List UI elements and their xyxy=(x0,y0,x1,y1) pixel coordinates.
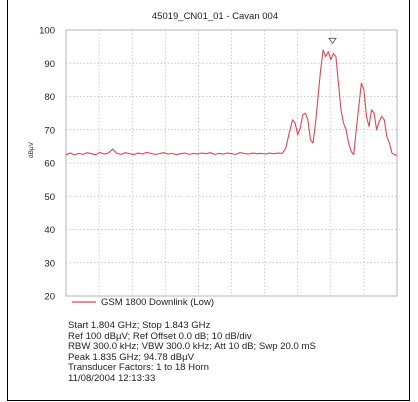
info-peak: Peak 1.835 GHz; 94.78 dBµV xyxy=(68,351,195,363)
info-reference: Ref 100 dBµV; Ref Offset 0.0 dB; 10 dB/d… xyxy=(68,330,252,342)
y-tick-label: 20 xyxy=(44,292,55,303)
y-tick-label: 80 xyxy=(44,92,55,103)
y-tick-label: 100 xyxy=(39,26,55,37)
info-transducer: Transducer Factors: 1 to 18 Horn xyxy=(68,362,209,374)
chart-title: 45019_CN01_01 - Cavan 004 xyxy=(152,11,278,22)
y-tick-label: 40 xyxy=(44,225,55,236)
info-start-stop: Start 1.804 GHz; Stop 1.843 GHz xyxy=(68,320,211,331)
y-tick-label: 90 xyxy=(44,59,55,70)
spectrum-report-panel xyxy=(7,0,410,401)
series-line-0 xyxy=(65,49,398,156)
peak-marker-layer xyxy=(328,37,337,45)
info-bandwidth: RBW 300.0 kHz; VBW 300.0 kHz; Att 10 dB;… xyxy=(68,341,316,353)
legend-label: GSM 1800 Downlink (Low) xyxy=(101,297,214,308)
y-tick-label: 30 xyxy=(44,258,55,269)
y-tick-label: 50 xyxy=(44,192,55,203)
grid-lines xyxy=(66,30,397,296)
spectrum-chart: 45019_CN01_01 - Cavan 004 100 90 80 70 60 50 4… xyxy=(28,11,398,308)
measurement-info: Start 1.804 GHz; Stop 1.843 GHz Ref 100 … xyxy=(68,320,316,385)
series-layer xyxy=(65,49,398,156)
legend: GSM 1800 Downlink (Low) xyxy=(72,297,214,308)
y-tick-label: 60 xyxy=(44,159,55,170)
y-axis-ticks: 100 90 80 70 60 50 40 30 20 xyxy=(39,26,55,303)
info-timestamp: 11/08/2004 12:13:33 xyxy=(68,372,156,384)
y-tick-label: 70 xyxy=(44,125,55,136)
y-axis-label: dBµV xyxy=(28,141,35,158)
peak-marker-icon xyxy=(328,37,337,45)
